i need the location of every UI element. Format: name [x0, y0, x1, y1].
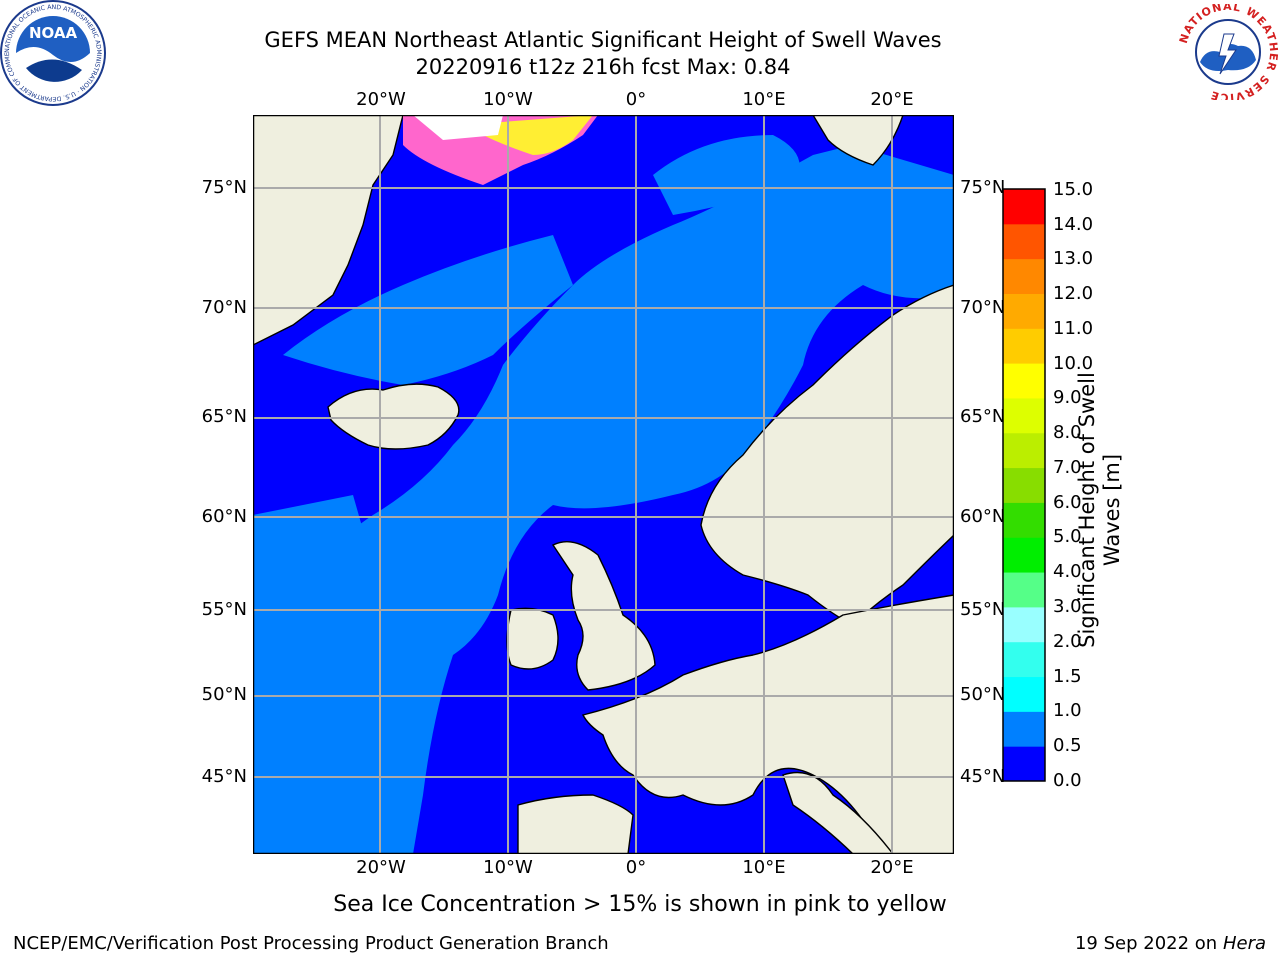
colorbar-label: 12.0: [1053, 283, 1094, 304]
colorbar-label: 2.0: [1053, 631, 1082, 652]
colorbar-segment: [1003, 467, 1045, 503]
sea-ice: [403, 115, 598, 185]
map-subtitle: 20220916 t12z 216h fcst Max: 0.84: [415, 55, 791, 79]
lat-tick-left: 45°N: [201, 766, 247, 787]
footer-credit: NCEP/EMC/Verification Post Processing Pr…: [13, 933, 609, 954]
colorbar-segment: [1003, 397, 1045, 434]
lat-tick-left: 55°N: [201, 599, 247, 620]
colorbar-label: 14.0: [1053, 214, 1094, 235]
lat-tick-left: 50°N: [201, 684, 247, 705]
colorbar-segment: [1003, 363, 1045, 399]
colorbar-label: 4.0: [1053, 561, 1082, 582]
iberia: [517, 794, 634, 854]
colorbar-segment: [1003, 432, 1045, 469]
lat-tick-right: 60°N: [960, 506, 1006, 527]
colorbar-label: 8.0: [1053, 422, 1082, 443]
greenland: [253, 115, 404, 346]
lon-tick-bottom: 20°W: [356, 857, 406, 878]
colorbar: [1002, 188, 1046, 782]
footer-host: Hera: [1222, 933, 1266, 954]
colorbar-label: 15.0: [1053, 179, 1094, 200]
colorbar-segment: [1003, 676, 1045, 712]
colorbar-segment: [1003, 537, 1045, 573]
lon-tick-bottom: 10°W: [483, 857, 533, 878]
colorbar-segment: [1003, 293, 1045, 329]
lat-tick-right: 45°N: [960, 766, 1006, 787]
lon-tick-top: 20°E: [870, 89, 914, 110]
colorbar-segment: [1003, 258, 1045, 294]
lon-tick-bottom: 10°E: [742, 857, 786, 878]
lon-tick-top: 20°W: [356, 89, 406, 110]
footer-date-text: 19 Sep 2022 on: [1074, 933, 1218, 954]
colorbar-segment: [1003, 223, 1045, 260]
graticule: [253, 115, 954, 854]
colorbar-segment: [1003, 502, 1045, 538]
colorbar-segment: [1003, 711, 1045, 747]
lat-tick-right: 50°N: [960, 684, 1006, 705]
lat-tick-left: 60°N: [201, 506, 247, 527]
svg-text:NOAA: NOAA: [29, 24, 78, 42]
colorbar-label: 3.0: [1053, 596, 1082, 617]
continental-europe: [581, 594, 954, 854]
svalbard: [812, 115, 904, 166]
ireland: [506, 607, 559, 670]
lon-tick-top: 10°W: [483, 89, 533, 110]
lat-tick-left: 75°N: [201, 177, 247, 198]
map-panel: [253, 115, 954, 854]
colorbar-segment: [1003, 641, 1045, 678]
colorbar-segment: [1003, 746, 1045, 782]
footer-date: 19 Sep 2022 on Hera: [1075, 933, 1266, 954]
colorbar-label: 0.5: [1053, 735, 1082, 756]
colorbar-label: 6.0: [1053, 492, 1082, 513]
colorbar-title: Significant Height of Swell Waves [m]: [1075, 372, 1124, 648]
colorbar-segment: [1003, 328, 1045, 364]
colorbar-segment: [1003, 572, 1045, 608]
lon-tick-top: 0°: [625, 89, 647, 110]
colorbar-label: 5.0: [1053, 526, 1082, 547]
lat-tick-right: 55°N: [960, 599, 1006, 620]
colorbar-label: 11.0: [1053, 318, 1094, 339]
iceland: [327, 383, 460, 450]
colorbar-label: 9.0: [1053, 387, 1082, 408]
lon-tick-bottom: 20°E: [870, 857, 914, 878]
lat-tick-right: 65°N: [960, 406, 1006, 427]
lon-tick-top: 10°E: [742, 89, 786, 110]
map-title: GEFS MEAN Northeast Atlantic Significant…: [264, 28, 942, 52]
british-isles: [551, 541, 656, 691]
colorbar-label: 13.0: [1053, 248, 1094, 269]
lat-tick-left: 65°N: [201, 406, 247, 427]
colorbar-label: 10.0: [1053, 353, 1094, 374]
colorbar-label: 7.0: [1053, 457, 1082, 478]
lat-tick-right: 75°N: [960, 177, 1006, 198]
colorbar-label: 1.5: [1053, 666, 1082, 687]
lon-tick-bottom: 0°: [625, 857, 647, 878]
lat-tick-right: 70°N: [960, 297, 1006, 318]
lat-tick-left: 70°N: [201, 297, 247, 318]
sea-ice-note: Sea Ice Concentration > 15% is shown in …: [333, 892, 947, 917]
colorbar-segment: [1003, 606, 1045, 643]
nws-logo: NATIONAL WEATHER SERVICE: [1177, 4, 1279, 100]
colorbar-segment: [1003, 189, 1045, 225]
colorbar-label: 0.0: [1053, 770, 1082, 791]
colorbar-label: 1.0: [1053, 700, 1082, 721]
noaa-logo: NATIONAL OCEANIC AND ATMOSPHERIC ADMINIS…: [0, 0, 106, 106]
